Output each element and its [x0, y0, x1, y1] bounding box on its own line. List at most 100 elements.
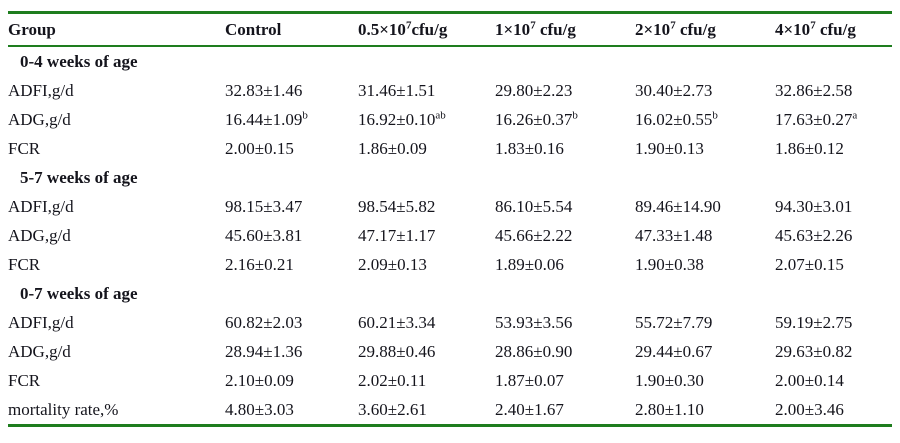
significance-superscript: b: [712, 108, 718, 121]
data-cell: 2.40±1.67: [495, 399, 564, 419]
data-cell: 2.02±0.11: [358, 370, 427, 390]
data-cell: 2.00±0.15: [225, 138, 294, 158]
data-cell: 2.16±0.21: [225, 254, 294, 274]
data-cell: 1.86±0.09: [358, 138, 427, 158]
data-cell: 47.17±1.17: [358, 225, 436, 245]
table-row-adfi-0-7: ADFI,g/d 60.82±2.03 60.21±3.34 53.93±3.5…: [8, 308, 892, 337]
exponent: 7: [670, 18, 676, 31]
header-label: Group: [8, 19, 56, 39]
table-row-adg-0-4: ADG,g/d 16.44±1.09b 16.92±0.10ab 16.26±0…: [8, 105, 892, 134]
data-cell: 31.46±1.51: [358, 80, 436, 100]
data-cell: 53.93±3.56: [495, 312, 573, 332]
section-title: 0-7 weeks of age: [20, 283, 138, 303]
data-cell: 32.83±1.46: [225, 80, 303, 100]
row-label: ADG,g/d: [8, 341, 71, 361]
row-label: ADFI,g/d: [8, 312, 74, 332]
header-cell-dose-0-5: 0.5×107cfu/g: [358, 13, 495, 47]
data-cell: 60.82±2.03: [225, 312, 303, 332]
row-label: ADFI,g/d: [8, 196, 74, 216]
header-cell-dose-4: 4×107 cfu/g: [775, 13, 892, 47]
data-cell: 45.63±2.26: [775, 225, 853, 245]
row-label: ADG,g/d: [8, 109, 71, 129]
data-cell: 4.80±3.03: [225, 399, 294, 419]
table-row-fcr-0-4: FCR 2.00±0.15 1.86±0.09 1.83±0.16 1.90±0…: [8, 134, 892, 163]
header-label: 4×10: [775, 19, 811, 39]
data-cell: 59.19±2.75: [775, 312, 853, 332]
header-row: Group Control 0.5×107cfu/g 1×107 cfu/g 2…: [8, 13, 892, 47]
data-cell: 86.10±5.54: [495, 196, 573, 216]
data-cell: 32.86±2.58: [775, 80, 853, 100]
header-label: 0.5×10: [358, 19, 406, 39]
data-cell: 16.26±0.37b: [495, 108, 578, 129]
data-cell: 29.80±2.23: [495, 80, 573, 100]
significance-superscript: ab: [435, 108, 446, 121]
header-cell-dose-2: 2×107 cfu/g: [635, 13, 775, 47]
row-label: ADG,g/d: [8, 225, 71, 245]
data-cell: 1.89±0.06: [495, 254, 564, 274]
exponent: 7: [530, 18, 536, 31]
header-unit: cfu/g: [675, 19, 716, 39]
section-title: 0-4 weeks of age: [20, 51, 138, 71]
table-row-adfi-0-4: ADFI,g/d 32.83±1.46 31.46±1.51 29.80±2.2…: [8, 76, 892, 105]
data-cell: 2.80±1.10: [635, 399, 704, 419]
header-label: 2×10: [635, 19, 671, 39]
table-row-adg-0-7: ADG,g/d 28.94±1.36 29.88±0.46 28.86±0.90…: [8, 337, 892, 366]
table-row-mortality-0-7: mortality rate,% 4.80±3.03 3.60±2.61 2.4…: [8, 395, 892, 426]
data-cell: 28.86±0.90: [495, 341, 573, 361]
table-row-fcr-5-7: FCR 2.16±0.21 2.09±0.13 1.89±0.06 1.90±0…: [8, 250, 892, 279]
table-row-adfi-5-7: ADFI,g/d 98.15±3.47 98.54±5.82 86.10±5.5…: [8, 192, 892, 221]
data-cell: 29.44±0.67: [635, 341, 713, 361]
row-label: FCR: [8, 138, 41, 158]
data-cell: 3.60±2.61: [358, 399, 427, 419]
row-label: FCR: [8, 254, 41, 274]
data-cell: 1.87±0.07: [495, 370, 564, 390]
data-cell: 1.90±0.30: [635, 370, 704, 390]
data-cell: 98.15±3.47: [225, 196, 303, 216]
exponent: 7: [810, 18, 816, 31]
data-cell: 28.94±1.36: [225, 341, 303, 361]
data-cell: 2.10±0.09: [225, 370, 294, 390]
data-cell: 47.33±1.48: [635, 225, 713, 245]
data-cell: 2.00±3.46: [775, 399, 844, 419]
data-cell: 29.63±0.82: [775, 341, 853, 361]
growth-performance-table: Group Control 0.5×107cfu/g 1×107 cfu/g 2…: [8, 11, 892, 427]
data-cell: 1.86±0.12: [775, 138, 844, 158]
data-cell: 98.54±5.82: [358, 196, 436, 216]
data-cell: 16.02±0.55b: [635, 108, 718, 129]
table-row-adg-5-7: ADG,g/d 45.60±3.81 47.17±1.17 45.66±2.22…: [8, 221, 892, 250]
table-row-fcr-0-7: FCR 2.10±0.09 2.02±0.11 1.87±0.07 1.90±0…: [8, 366, 892, 395]
header-label: 1×10: [495, 19, 531, 39]
section-row-0-4-weeks: 0-4 weeks of age: [8, 46, 892, 76]
header-cell-control: Control: [225, 13, 358, 47]
data-cell: 89.46±14.90: [635, 196, 721, 216]
results-table-container: Group Control 0.5×107cfu/g 1×107 cfu/g 2…: [8, 11, 892, 427]
data-cell: 94.30±3.01: [775, 196, 853, 216]
data-cell: 1.83±0.16: [495, 138, 564, 158]
significance-superscript: b: [572, 108, 578, 121]
row-label: mortality rate,%: [8, 399, 119, 419]
data-cell: 16.92±0.10ab: [358, 108, 446, 129]
significance-superscript: b: [302, 108, 308, 121]
data-cell: 30.40±2.73: [635, 80, 713, 100]
header-unit: cfu/g: [535, 19, 576, 39]
header-label: Control: [225, 19, 282, 39]
data-cell: 2.00±0.14: [775, 370, 844, 390]
header-unit: cfu/g: [815, 19, 856, 39]
data-cell: 55.72±7.79: [635, 312, 713, 332]
data-cell: 29.88±0.46: [358, 341, 436, 361]
data-cell: 2.07±0.15: [775, 254, 844, 274]
section-row-0-7-weeks: 0-7 weeks of age: [8, 279, 892, 308]
data-cell: 60.21±3.34: [358, 312, 436, 332]
exponent: 7: [405, 18, 412, 31]
section-row-5-7-weeks: 5-7 weeks of age: [8, 163, 892, 192]
data-cell: 16.44±1.09b: [225, 108, 308, 129]
data-cell: 45.60±3.81: [225, 225, 303, 245]
row-label: FCR: [8, 370, 41, 390]
header-cell-group: Group: [8, 13, 225, 47]
row-label: ADFI,g/d: [8, 80, 74, 100]
header-unit: cfu/g: [411, 19, 448, 39]
data-cell: 2.09±0.13: [358, 254, 427, 274]
data-cell: 1.90±0.13: [635, 138, 704, 158]
data-cell: 1.90±0.38: [635, 254, 704, 274]
data-cell: 17.63±0.27a: [775, 108, 858, 129]
